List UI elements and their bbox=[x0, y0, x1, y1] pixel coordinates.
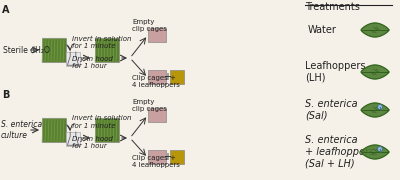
Text: S. enterica
culture: S. enterica culture bbox=[1, 120, 42, 140]
Polygon shape bbox=[361, 103, 389, 117]
Text: Invert in solution
for 1 minute: Invert in solution for 1 minute bbox=[72, 116, 132, 129]
FancyBboxPatch shape bbox=[66, 52, 80, 66]
Text: S. enterica
+ leafhoppers
(Sal + LH): S. enterica + leafhoppers (Sal + LH) bbox=[305, 135, 374, 169]
FancyBboxPatch shape bbox=[66, 132, 80, 146]
Text: +: + bbox=[163, 152, 171, 162]
FancyBboxPatch shape bbox=[95, 118, 119, 142]
Text: +: + bbox=[163, 72, 171, 82]
Text: Clip cages +
4 leafhoppers: Clip cages + 4 leafhoppers bbox=[132, 75, 180, 88]
Text: Invert in solution
for 1 minute: Invert in solution for 1 minute bbox=[72, 35, 132, 48]
Text: Clip cages +
4 leafhoppers: Clip cages + 4 leafhoppers bbox=[132, 155, 180, 168]
FancyBboxPatch shape bbox=[170, 70, 184, 84]
Circle shape bbox=[378, 147, 382, 152]
Text: Dry in hood
for 1 hour: Dry in hood for 1 hour bbox=[72, 136, 113, 148]
Text: Leafhoppers
(LH): Leafhoppers (LH) bbox=[305, 61, 366, 83]
Polygon shape bbox=[361, 145, 389, 159]
FancyBboxPatch shape bbox=[148, 70, 166, 84]
Circle shape bbox=[378, 105, 382, 109]
Polygon shape bbox=[361, 65, 389, 79]
FancyBboxPatch shape bbox=[170, 150, 184, 164]
Text: Water: Water bbox=[308, 25, 337, 35]
Polygon shape bbox=[361, 23, 389, 37]
FancyBboxPatch shape bbox=[148, 28, 166, 42]
Text: A: A bbox=[2, 5, 10, 15]
FancyBboxPatch shape bbox=[148, 150, 166, 164]
Text: Dry in hood
for 1 hour: Dry in hood for 1 hour bbox=[72, 55, 113, 69]
Text: Empty
clip cages: Empty clip cages bbox=[132, 99, 167, 112]
Text: Empty
clip cages: Empty clip cages bbox=[132, 19, 167, 32]
FancyBboxPatch shape bbox=[42, 118, 66, 142]
FancyBboxPatch shape bbox=[95, 38, 119, 62]
Text: S. enterica
(Sal): S. enterica (Sal) bbox=[305, 99, 358, 121]
Text: B: B bbox=[2, 90, 9, 100]
FancyBboxPatch shape bbox=[42, 38, 66, 62]
Text: Treatments: Treatments bbox=[305, 2, 360, 12]
FancyBboxPatch shape bbox=[148, 108, 166, 122]
Text: Sterile dH₂O: Sterile dH₂O bbox=[3, 46, 50, 55]
